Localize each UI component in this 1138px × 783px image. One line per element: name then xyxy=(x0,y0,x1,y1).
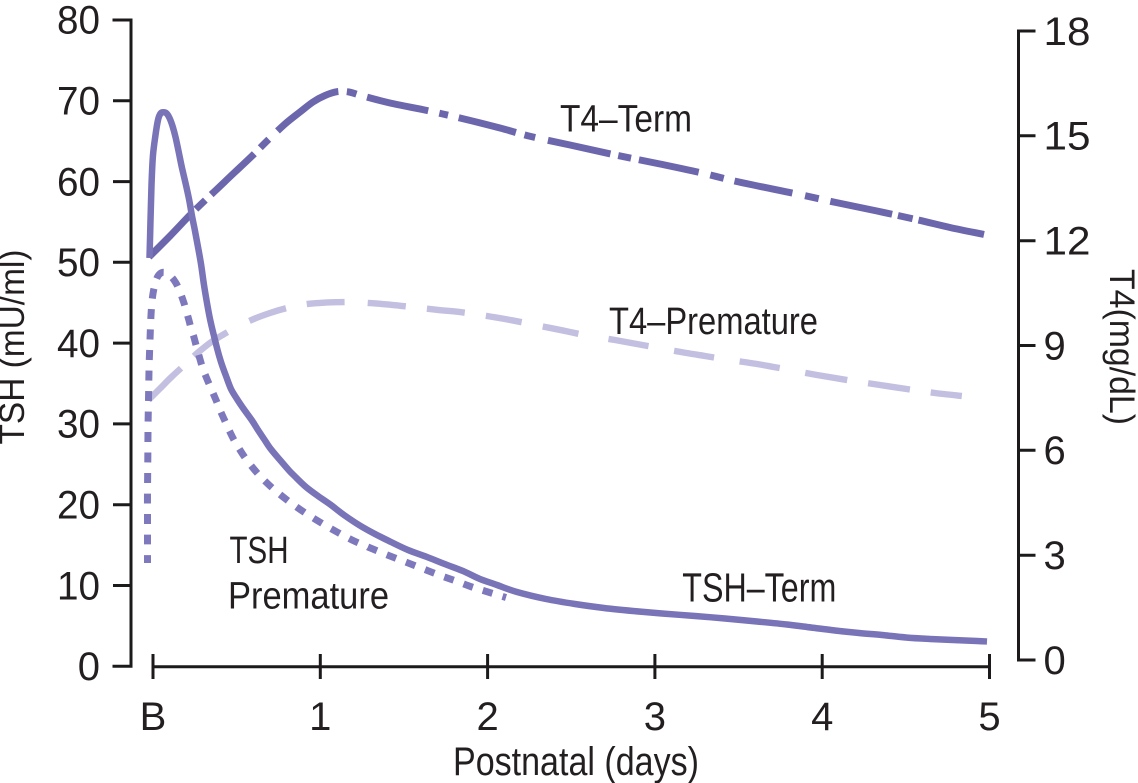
svg-text:4: 4 xyxy=(811,695,833,739)
svg-text:30: 30 xyxy=(57,403,100,447)
svg-text:T4–Premature: T4–Premature xyxy=(609,301,818,343)
svg-text:5: 5 xyxy=(978,695,1000,739)
svg-text:70: 70 xyxy=(57,80,100,124)
svg-text:6: 6 xyxy=(1044,429,1066,473)
svg-text:B: B xyxy=(140,695,167,739)
svg-text:T4(mg/dL): T4(mg/dL) xyxy=(1102,269,1138,425)
svg-text:0: 0 xyxy=(1044,639,1066,683)
svg-text:18: 18 xyxy=(1044,10,1091,54)
svg-text:Premature: Premature xyxy=(228,576,389,618)
svg-text:TSH: TSH xyxy=(230,530,289,572)
svg-text:1: 1 xyxy=(309,695,331,739)
svg-text:60: 60 xyxy=(57,160,100,204)
svg-text:3: 3 xyxy=(1044,534,1066,578)
svg-text:Postnatal (days): Postnatal (days) xyxy=(453,740,699,783)
svg-text:9: 9 xyxy=(1044,324,1066,368)
svg-text:TSH–Term: TSH–Term xyxy=(682,565,836,611)
svg-text:T4–Term: T4–Term xyxy=(560,99,692,141)
svg-text:40: 40 xyxy=(57,322,100,366)
svg-text:50: 50 xyxy=(57,241,100,285)
svg-text:3: 3 xyxy=(644,695,666,739)
svg-text:15: 15 xyxy=(1044,115,1091,159)
svg-text:20: 20 xyxy=(57,484,100,528)
svg-text:0: 0 xyxy=(78,645,100,689)
svg-text:80: 80 xyxy=(57,0,100,43)
svg-text:10: 10 xyxy=(57,564,100,608)
svg-text:TSH (mU/ml): TSH (mU/ml) xyxy=(0,250,32,445)
svg-text:2: 2 xyxy=(476,695,498,739)
svg-text:12: 12 xyxy=(1044,219,1091,263)
